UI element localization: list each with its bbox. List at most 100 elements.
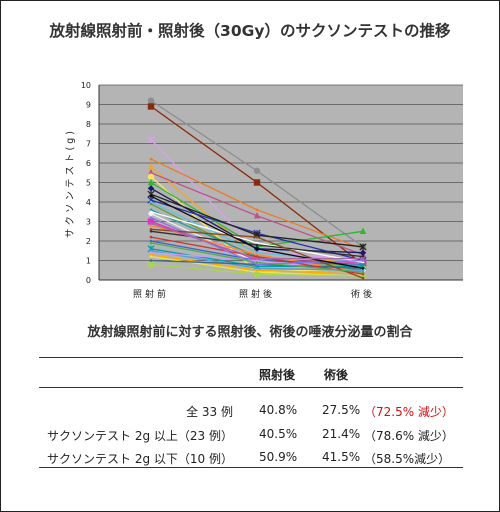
x-tick-label: 術後 xyxy=(351,288,375,300)
y-tick-label: 0 xyxy=(86,276,91,285)
data-point xyxy=(149,229,153,233)
series-26 xyxy=(147,261,367,280)
table-title: 放射線照射前に対する照射後、術後の唾液分泌量の割合 xyxy=(87,325,413,340)
series-31 xyxy=(149,194,365,270)
header-after-irradiation: 照射後 xyxy=(259,368,296,382)
table-cell-change: （78.6% 減少） xyxy=(364,429,454,443)
data-point xyxy=(361,272,365,276)
table-cell-after-irradiation: 40.5% xyxy=(259,427,298,441)
y-tick-labels: 0 1 2 3 4 5 6 7 8 9 10 xyxy=(81,81,91,285)
line-chart: 0 1 2 3 4 5 6 7 8 9 10 照射前 照射後 術後 サクソンテスト(g) xyxy=(65,81,463,300)
data-point xyxy=(361,257,365,260)
data-point xyxy=(149,157,153,161)
data-point xyxy=(359,227,367,234)
table-cell-post-op: 41.5% xyxy=(322,450,361,464)
data-point xyxy=(149,239,153,243)
series-32 xyxy=(149,241,365,274)
data-point xyxy=(361,276,365,280)
data-point xyxy=(149,194,153,198)
data-point xyxy=(255,261,259,264)
series-28 xyxy=(149,235,365,276)
data-point xyxy=(255,241,259,245)
data-point xyxy=(149,202,153,206)
data-point xyxy=(149,259,153,262)
table-cell-label: サクソンテスト 2g 以上（23 例） xyxy=(47,429,233,443)
data-point xyxy=(147,97,155,104)
data-point xyxy=(255,235,259,239)
data-point xyxy=(147,218,155,225)
table-bottom-rule xyxy=(39,467,463,468)
data-point xyxy=(149,251,153,254)
data-point xyxy=(255,247,259,251)
data-point xyxy=(255,255,259,258)
table-cell-after-irradiation: 50.9% xyxy=(259,450,298,464)
y-tick-label: 10 xyxy=(81,81,91,90)
data-point xyxy=(253,211,261,219)
y-tick-label: 4 xyxy=(86,198,91,207)
y-tick-label: 5 xyxy=(86,179,91,188)
data-point xyxy=(255,259,259,262)
data-point xyxy=(147,163,155,170)
data-point xyxy=(149,235,153,239)
series-lines xyxy=(147,97,367,280)
series-22 xyxy=(149,249,365,272)
data-point xyxy=(149,200,153,204)
x-tick-labels: 照射前 照射後 術後 xyxy=(133,288,375,300)
data-point xyxy=(361,268,365,272)
table-cell-post-op: 27.5% xyxy=(322,403,361,417)
data-point xyxy=(147,103,155,110)
series-30 xyxy=(149,228,365,280)
data-point xyxy=(361,255,365,258)
data-point xyxy=(361,259,365,262)
data-point xyxy=(255,243,259,247)
x-tick-label: 照射後 xyxy=(239,288,275,300)
chart-title: 放射線照射前・照射後（30Gy）のサクソンテストの推移 xyxy=(49,22,451,40)
data-point xyxy=(149,224,153,227)
table-cell-change: （72.5% 減少） xyxy=(364,405,454,419)
data-point xyxy=(149,208,153,212)
data-point xyxy=(149,222,153,225)
data-point xyxy=(255,263,259,266)
header-post-op: 術後 xyxy=(324,368,349,382)
data-point xyxy=(255,267,259,270)
y-axis-label: サクソンテスト(g) xyxy=(65,128,76,238)
data-point xyxy=(255,257,259,260)
data-point xyxy=(253,270,261,278)
data-point xyxy=(149,241,153,245)
data-point xyxy=(253,179,261,186)
y-tick-label: 3 xyxy=(86,218,91,227)
data-point xyxy=(255,251,259,254)
data-point xyxy=(255,253,259,256)
table-cell-after-irradiation: 40.8% xyxy=(259,403,298,417)
data-point xyxy=(361,270,365,274)
table-cell-post-op: 21.4% xyxy=(322,427,361,441)
x-tick-label: 照射前 xyxy=(133,288,169,300)
data-point xyxy=(359,249,367,256)
y-tick-label: 7 xyxy=(86,140,91,149)
data-point xyxy=(147,169,155,176)
data-point xyxy=(149,210,153,214)
series-17 xyxy=(149,210,365,264)
data-point xyxy=(361,261,365,264)
data-point xyxy=(149,253,153,256)
y-tick-label: 8 xyxy=(86,120,91,129)
y-tick-label: 2 xyxy=(86,237,91,246)
y-tick-label: 6 xyxy=(86,159,91,168)
y-tick-label: 9 xyxy=(86,101,91,110)
data-point xyxy=(359,243,367,251)
data-point xyxy=(361,267,365,270)
data-point xyxy=(149,249,153,253)
data-point xyxy=(147,135,155,144)
table-cell-change: （58.5%減少） xyxy=(364,452,451,466)
data-point xyxy=(149,216,153,219)
data-point xyxy=(147,185,155,192)
data-point xyxy=(147,178,155,186)
data-point xyxy=(149,255,153,258)
data-point xyxy=(255,268,259,272)
data-point xyxy=(147,261,155,268)
y-tick-label: 1 xyxy=(86,257,91,266)
series-33 xyxy=(149,222,365,260)
table-cell-label: 全 33 例 xyxy=(186,405,233,419)
table-top-rule xyxy=(39,357,463,358)
